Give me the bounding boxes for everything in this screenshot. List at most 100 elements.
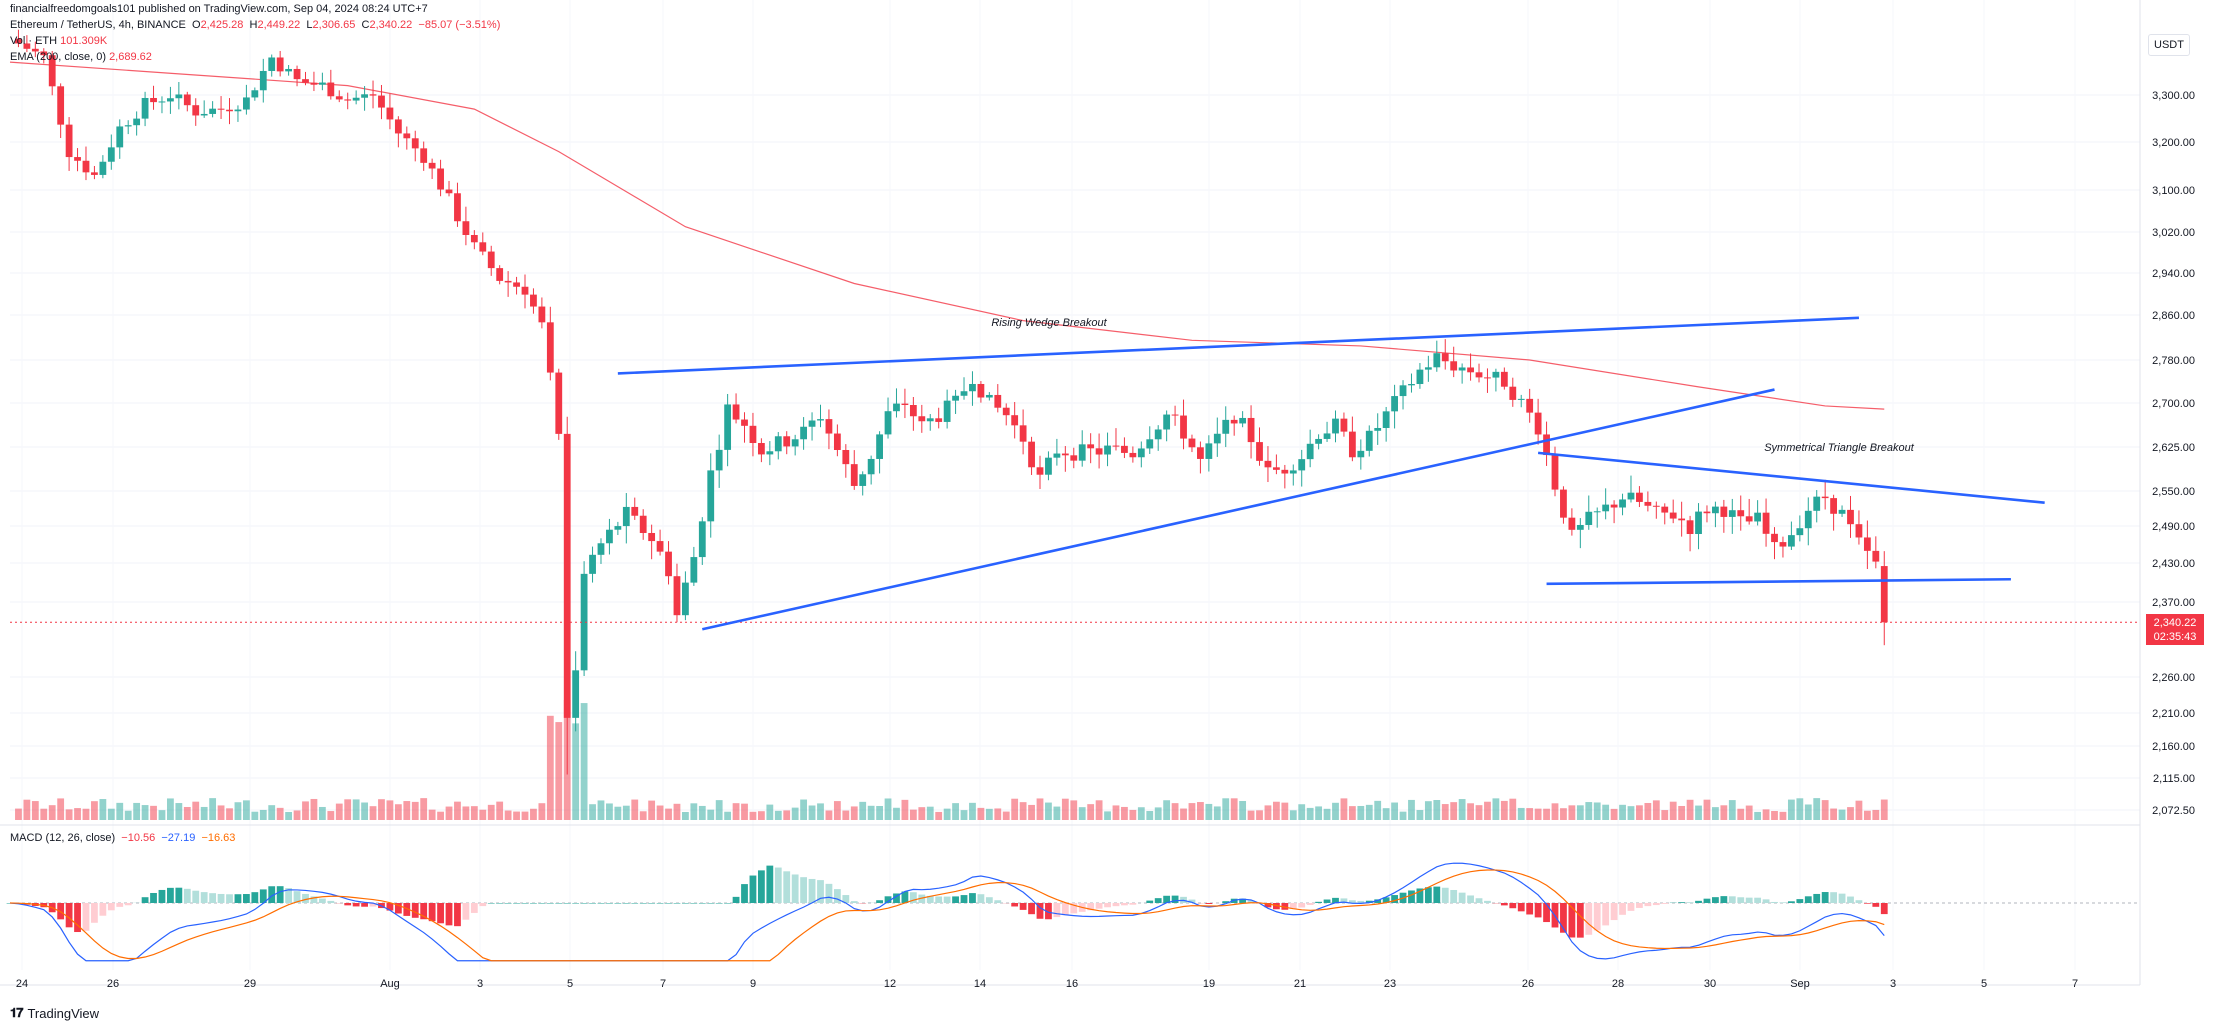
macd-histogram-bar: [1247, 900, 1255, 903]
candle-body: [1847, 509, 1854, 525]
candle-body: [1728, 510, 1736, 517]
macd-histogram-bar: [1636, 903, 1643, 908]
candle-body: [935, 418, 943, 422]
candle-body: [876, 434, 883, 459]
volume-bar: [192, 801, 200, 820]
time-tick-label: 26: [1522, 978, 1534, 990]
candle-body: [1382, 411, 1390, 428]
candle-body: [217, 108, 225, 110]
candle-body: [1298, 459, 1306, 471]
candle-body: [1391, 396, 1398, 412]
volume-bar: [479, 809, 487, 820]
volume-bar: [1500, 800, 1508, 820]
candle-body: [1256, 442, 1263, 461]
ohlc-legend[interactable]: Ethereum / TetherUS, 4h, BINANCE O2,425.…: [10, 19, 501, 31]
volume-bar: [1391, 802, 1398, 820]
price-tick-label: 2,072.50: [2152, 805, 2195, 817]
volume-bar: [555, 722, 563, 820]
macd-histogram-bar: [994, 900, 1002, 903]
ema-legend[interactable]: EMA (200, close, 0) 2,689.62: [10, 51, 152, 63]
macd-histogram-bar: [1796, 899, 1804, 903]
open-value: 2,425.28: [200, 19, 244, 31]
candle-body: [546, 322, 554, 373]
macd-histogram-bar: [242, 894, 250, 903]
time-tick-label: 23: [1384, 978, 1396, 990]
currency-badge[interactable]: USDT: [2148, 34, 2190, 56]
volume-bar: [1323, 808, 1331, 820]
volume-bar: [1272, 801, 1280, 820]
volume-bar: [614, 806, 622, 820]
volume-bar: [1441, 804, 1449, 820]
bar-countdown: 02:35:43: [2153, 631, 2197, 643]
volume-bar: [1264, 805, 1272, 820]
macd-histogram-bar: [918, 894, 926, 903]
price-tick-label: 3,100.00: [2152, 185, 2195, 197]
macd-histogram-bar: [707, 903, 715, 904]
macd-histogram-bar: [1391, 895, 1398, 903]
candle-body: [1104, 445, 1111, 455]
macd-histogram-bar: [606, 903, 613, 904]
macd-histogram-bar: [1382, 897, 1390, 903]
volume-bar: [285, 811, 293, 820]
candle-body: [1821, 496, 1829, 499]
time-tick-label: 14: [974, 978, 986, 990]
volume-bar: [1551, 803, 1559, 820]
macd-histogram-bar: [1188, 899, 1196, 903]
symbol-title[interactable]: Ethereum / TetherUS, 4h, BINANCE: [10, 19, 186, 31]
macd-histogram-bar: [1475, 898, 1483, 903]
candle-body: [825, 419, 833, 434]
volume-bar: [606, 803, 613, 820]
volume-bar: [1121, 806, 1128, 820]
macd-histogram-bar: [1095, 903, 1103, 909]
candle-body: [842, 449, 850, 465]
macd-histogram-bar: [74, 903, 81, 933]
candle-body: [82, 160, 90, 173]
macd-histogram-bar: [1416, 888, 1424, 903]
candle-body: [183, 94, 191, 106]
volume-bar: [1061, 798, 1069, 820]
price-tick-label: 2,940.00: [2152, 268, 2195, 280]
time-axis[interactable]: 24 26 29 Aug 3 5 7 9 12 14 16 19 21 23 26 28 30 Sep 3 5 7: [0, 978, 2140, 990]
macd-histogram-bar: [656, 903, 664, 904]
price-axis[interactable]: 3,300.00 3,200.00 3,100.00 3,020.00 2,940.00…: [2139, 0, 2219, 1032]
price-tick-label: 2,490.00: [2152, 521, 2195, 533]
macd-histogram-bar: [1289, 903, 1297, 910]
macd-histogram-bar: [1281, 903, 1289, 910]
candle-body: [1475, 372, 1483, 378]
volume-bar: [1484, 801, 1491, 820]
candle-body: [1652, 505, 1660, 507]
candle-body: [1543, 434, 1550, 456]
volume-bar: [1703, 799, 1711, 820]
trendlines[interactable]: [617, 316, 2045, 631]
macd-histogram-bar: [1045, 903, 1052, 920]
volume-bar: [361, 802, 368, 820]
macd-histogram-bar: [1838, 893, 1846, 903]
macd-histogram-bar: [1593, 903, 1601, 931]
macd-histogram-bar: [420, 903, 428, 920]
volume-bar: [800, 799, 808, 820]
tradingview-logo-icon: 𝟏𝟕: [10, 1005, 24, 1020]
volume-bar: [707, 809, 715, 820]
macd-histogram-bar: [724, 903, 732, 904]
volume-bar: [226, 808, 233, 820]
volume-bar: [1872, 809, 1880, 820]
candle-body: [1787, 535, 1795, 547]
candle-body: [1332, 418, 1339, 434]
volume-legend[interactable]: Vol · ETH 101.309K: [10, 35, 108, 47]
candle-body: [1154, 429, 1162, 440]
candle-body: [496, 268, 504, 281]
volume-bar: [167, 798, 174, 820]
macd-histogram-bar: [639, 903, 647, 904]
candle-body: [200, 113, 208, 116]
candle-body: [1560, 489, 1567, 518]
candle-body: [107, 147, 115, 162]
macd-histogram-bar: [82, 903, 90, 931]
macd-histogram-bar: [200, 892, 208, 903]
macd-histogram-bar: [1036, 903, 1044, 919]
macd-legend[interactable]: MACD (12, 26, close) −10.56 −27.19 −16.6…: [10, 832, 236, 844]
macd-histogram-bar: [99, 903, 107, 916]
candle-body: [1213, 433, 1221, 444]
volume-bar: [1078, 807, 1086, 820]
tradingview-brand[interactable]: 𝟏𝟕 TradingView: [10, 1005, 100, 1021]
